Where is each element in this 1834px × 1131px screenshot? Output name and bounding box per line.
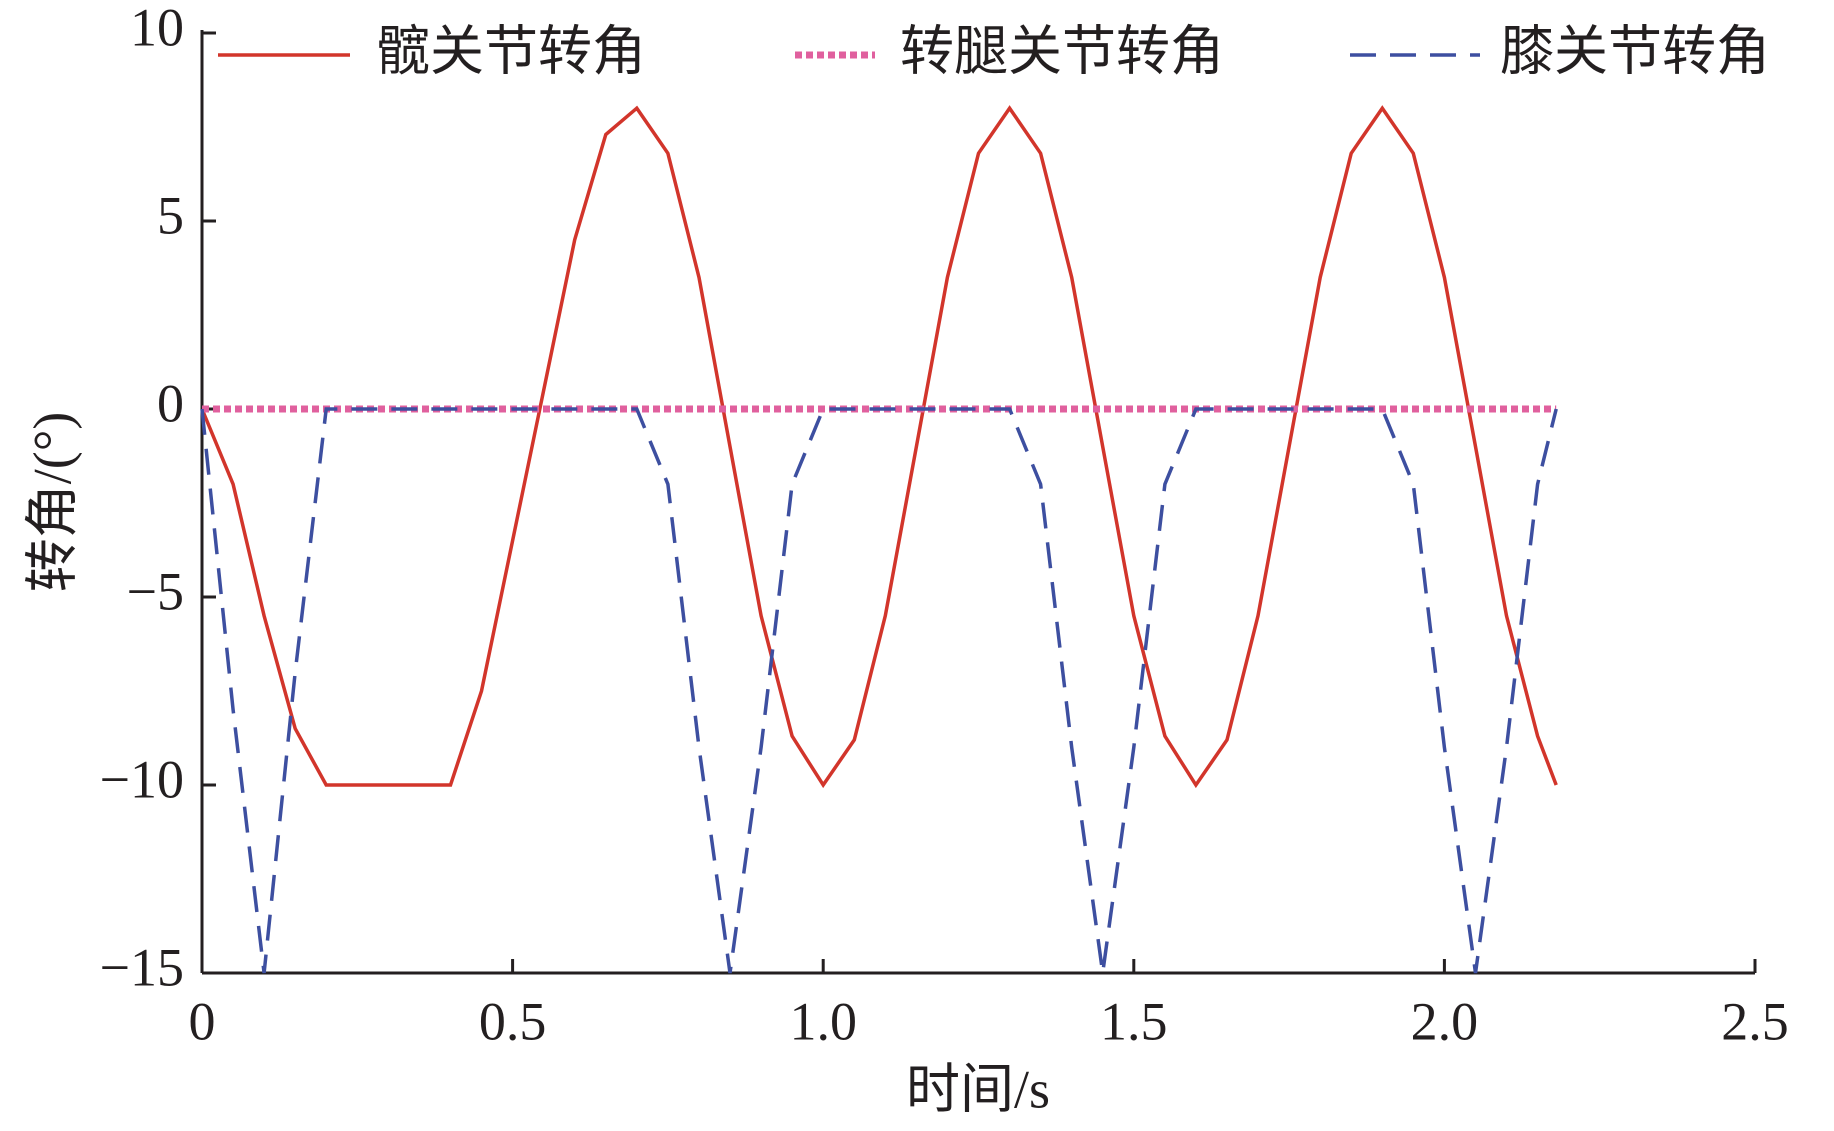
y-tick-label: −5 (127, 561, 184, 621)
y-tick-label: −10 (100, 749, 184, 809)
x-tick-label: 1.5 (1100, 991, 1168, 1051)
legend-label: 转腿关节转角 (900, 20, 1224, 83)
y-tick-label: −15 (100, 937, 184, 997)
x-axis-label: 时间/s (906, 1059, 1050, 1119)
legend-label: 膝关节转角 (1500, 20, 1770, 83)
series-line (200, 105, 1558, 789)
y-axis-label: 转角/(°) (22, 412, 82, 593)
x-tick-label: 0 (189, 991, 216, 1051)
x-tick-label: 1.0 (789, 991, 857, 1051)
legend-label: 髋关节转角 (376, 20, 646, 83)
x-tick-label: 2.0 (1411, 991, 1479, 1051)
y-tick-label: 10 (130, 0, 184, 57)
y-tick-label: 5 (157, 185, 184, 245)
series-line (200, 407, 1558, 974)
x-tick-label: 0.5 (479, 991, 547, 1051)
y-tick-label: 0 (157, 373, 184, 433)
x-tick-label: 2.5 (1721, 991, 1789, 1051)
